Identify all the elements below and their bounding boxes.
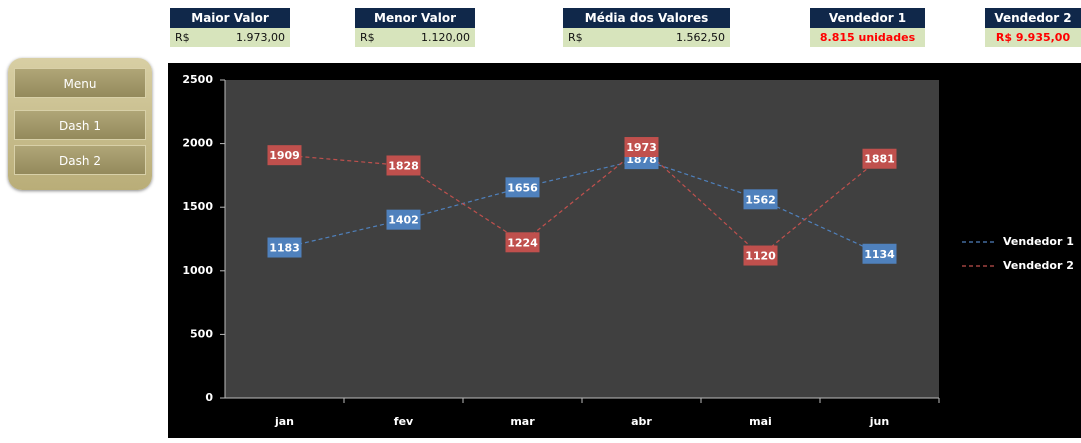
data-label-box (862, 243, 897, 264)
kpi-body: R$ 1.120,00 (355, 28, 475, 47)
data-label: 1224 (507, 236, 538, 249)
kpi-value: 1.973,00 (236, 31, 285, 44)
kpi: Média dos Valores R$ 1.562,50 (563, 8, 730, 47)
kpi: Maior Valor R$ 1.973,00 (170, 8, 290, 47)
kpi: Menor Valor R$ 1.120,00 (355, 8, 475, 47)
data-label: 1120 (745, 250, 776, 263)
data-label: 1828 (388, 159, 419, 172)
kpi-currency: R$ (360, 31, 375, 44)
y-tick-label: 2000 (182, 137, 213, 150)
kpi-title: Vendedor 2 (985, 8, 1081, 28)
y-tick-label: 1500 (182, 200, 213, 213)
kpi-currency: R$ (568, 31, 583, 44)
x-tick-label: abr (631, 415, 652, 428)
menu-panel: Menu Dash 1 Dash 2 (8, 58, 152, 190)
data-label: 1562 (745, 193, 776, 206)
kpi-body: R$ 1.973,00 (170, 28, 290, 47)
kpi-currency: R$ (175, 31, 190, 44)
series-line (284, 158, 880, 255)
data-label-box (862, 148, 897, 169)
data-label: 1656 (507, 181, 538, 194)
menu-button[interactable]: Dash 1 (14, 110, 146, 140)
kpi-title: Menor Valor (355, 8, 475, 28)
kpi-value: 1.562,50 (676, 31, 725, 44)
kpi-value: R$ 9.935,00 (985, 28, 1081, 47)
x-tick-label: fev (394, 415, 414, 428)
data-label-box (743, 245, 778, 266)
legend-label: Vendedor 1 (1003, 235, 1074, 248)
data-label: 1183 (269, 242, 300, 255)
x-tick-label: mai (749, 415, 772, 428)
data-label: 1909 (269, 149, 300, 162)
x-tick-label: jan (274, 415, 294, 428)
data-label-box (267, 237, 302, 258)
data-label-box (386, 155, 421, 176)
kpi-title: Média dos Valores (563, 8, 730, 28)
kpi-title: Maior Valor (170, 8, 290, 28)
x-tick-label: mar (510, 415, 535, 428)
plot-area (225, 80, 939, 398)
x-tick-label: jun (869, 415, 889, 428)
data-label: 1973 (626, 141, 657, 154)
kpi-value: 1.120,00 (421, 31, 470, 44)
data-label-box (505, 232, 540, 253)
data-label-box (386, 209, 421, 230)
kpi-body: R$ 1.562,50 (563, 28, 730, 47)
y-tick-label: 500 (190, 327, 213, 340)
kpi: Vendedor 1 8.815 unidades (810, 8, 925, 47)
data-label: 1881 (864, 153, 895, 166)
series-line (284, 146, 880, 257)
kpi: Vendedor 2 R$ 9.935,00 (985, 8, 1081, 47)
y-tick-label: 2500 (182, 73, 213, 86)
y-tick-label: 1000 (182, 264, 213, 277)
kpi-title: Vendedor 1 (810, 8, 925, 28)
y-tick-label: 0 (205, 391, 213, 404)
menu-button[interactable]: Dash 2 (14, 145, 146, 175)
data-label: 1134 (864, 248, 895, 261)
data-label-box (743, 189, 778, 210)
data-label-box (505, 177, 540, 198)
menu-button[interactable]: Menu (14, 68, 146, 98)
data-label: 1402 (388, 214, 419, 227)
legend-label: Vendedor 2 (1003, 259, 1074, 272)
data-label-box (624, 137, 659, 158)
data-label-box (267, 145, 302, 166)
kpi-value: 8.815 unidades (810, 28, 925, 47)
